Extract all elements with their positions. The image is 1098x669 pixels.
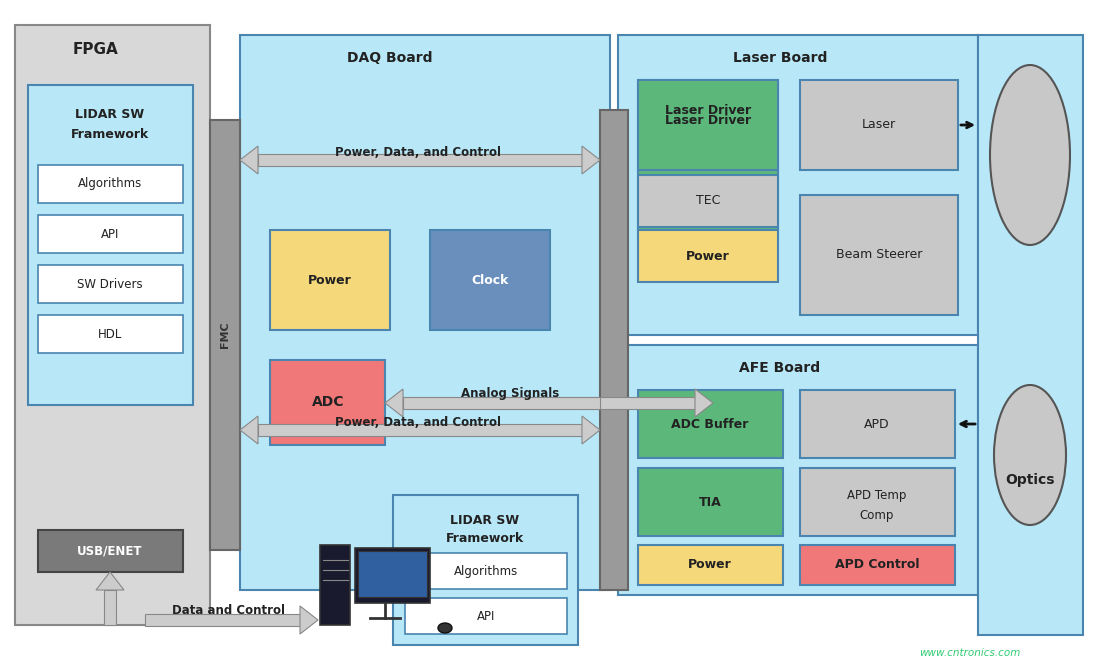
Bar <box>638 390 783 458</box>
Text: Power: Power <box>688 559 732 571</box>
Text: Comp: Comp <box>860 508 894 522</box>
Bar <box>38 315 183 353</box>
Polygon shape <box>96 572 124 590</box>
Bar <box>258 423 582 436</box>
Text: Power, Data, and Control: Power, Data, and Control <box>335 415 501 429</box>
Text: Beam Steerer: Beam Steerer <box>836 248 922 262</box>
Bar <box>638 80 778 235</box>
Bar <box>800 390 955 458</box>
Text: LIDAR SW: LIDAR SW <box>450 514 519 527</box>
Text: USB/ENET: USB/ENET <box>77 545 143 557</box>
Bar <box>638 80 778 170</box>
Bar <box>38 530 183 572</box>
Bar <box>403 397 600 409</box>
Bar <box>355 548 430 603</box>
Text: ADC Buffer: ADC Buffer <box>671 417 749 430</box>
Bar <box>103 590 116 625</box>
Bar <box>638 545 783 585</box>
Bar <box>800 80 957 170</box>
Polygon shape <box>240 146 258 174</box>
Text: APD Temp: APD Temp <box>848 488 907 502</box>
Text: TEC: TEC <box>696 195 720 207</box>
Text: Framework: Framework <box>71 128 149 142</box>
Bar <box>38 165 183 203</box>
Bar <box>38 265 183 303</box>
Bar <box>29 85 193 405</box>
Bar <box>618 345 978 595</box>
Text: Framework: Framework <box>446 531 524 545</box>
Ellipse shape <box>994 385 1066 525</box>
Text: www.cntronics.com: www.cntronics.com <box>919 648 1020 658</box>
Text: Laser: Laser <box>862 118 896 132</box>
Bar <box>618 35 978 335</box>
Bar <box>638 230 778 282</box>
Text: Power: Power <box>309 274 351 286</box>
Ellipse shape <box>990 65 1069 245</box>
Text: DAQ Board: DAQ Board <box>347 51 433 65</box>
Polygon shape <box>582 146 600 174</box>
Bar <box>498 397 695 409</box>
Bar <box>405 553 567 589</box>
Polygon shape <box>240 416 258 444</box>
Bar <box>638 468 783 536</box>
Text: Power: Power <box>686 250 730 262</box>
Text: APD Control: APD Control <box>834 559 919 571</box>
Text: FPGA: FPGA <box>72 43 117 58</box>
Text: FMC: FMC <box>220 322 229 349</box>
Polygon shape <box>582 416 600 444</box>
Bar <box>800 468 955 536</box>
Text: TIA: TIA <box>698 496 721 508</box>
Text: Laser Driver: Laser Driver <box>665 114 751 126</box>
Bar <box>210 120 240 550</box>
Polygon shape <box>385 389 403 417</box>
Bar <box>145 613 300 626</box>
Bar <box>638 175 778 227</box>
Bar <box>978 35 1083 635</box>
Bar <box>800 545 955 585</box>
Text: Data and Control: Data and Control <box>171 603 284 617</box>
Text: LIDAR SW: LIDAR SW <box>76 108 145 122</box>
Text: APD: APD <box>864 417 889 430</box>
Bar <box>430 230 550 330</box>
Text: SW Drivers: SW Drivers <box>77 278 143 290</box>
Polygon shape <box>695 389 713 417</box>
Text: Algorithms: Algorithms <box>453 565 518 577</box>
Bar <box>600 110 628 590</box>
Bar <box>38 215 183 253</box>
Bar <box>270 230 390 330</box>
Text: Clock: Clock <box>471 274 508 286</box>
Polygon shape <box>300 606 318 634</box>
Bar <box>270 360 385 445</box>
Bar <box>358 551 427 597</box>
Text: Laser Board: Laser Board <box>732 51 827 65</box>
Text: HDL: HDL <box>98 328 122 341</box>
Bar <box>405 598 567 634</box>
Text: Optics: Optics <box>1006 473 1055 487</box>
Bar <box>320 545 350 625</box>
Text: AFE Board: AFE Board <box>739 361 820 375</box>
Ellipse shape <box>438 623 452 633</box>
Text: API: API <box>477 609 495 622</box>
Bar <box>240 35 610 590</box>
Bar <box>15 25 210 625</box>
Text: API: API <box>101 227 120 240</box>
Text: Laser Driver: Laser Driver <box>665 104 751 116</box>
Text: Algorithms: Algorithms <box>78 177 142 191</box>
Text: Analog Signals: Analog Signals <box>461 387 559 401</box>
Text: ADC: ADC <box>312 395 345 409</box>
Bar <box>800 195 957 315</box>
Bar <box>258 154 582 167</box>
Text: Power, Data, and Control: Power, Data, and Control <box>335 145 501 159</box>
Bar <box>393 495 578 645</box>
